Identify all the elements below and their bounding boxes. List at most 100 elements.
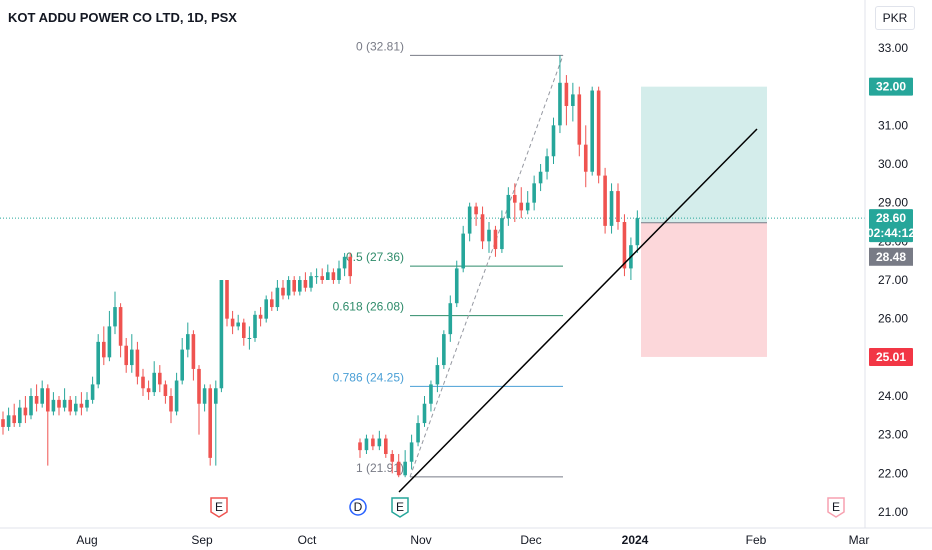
candle	[364, 434, 369, 454]
candle-body	[309, 276, 313, 288]
candle	[18, 399, 22, 427]
event-marker-earnings-red[interactable]: E	[210, 497, 228, 518]
candle	[135, 341, 140, 385]
candle-body	[275, 287, 280, 308]
candle-body	[118, 307, 123, 346]
event-marker-earnings-future[interactable]: E	[827, 497, 845, 518]
time-tick-label: Oct	[298, 533, 317, 547]
candle	[292, 276, 296, 296]
time-tick-label: Feb	[746, 533, 767, 547]
candle	[506, 187, 511, 226]
candle-body	[435, 365, 440, 385]
candle-body	[493, 229, 498, 250]
candle-body	[169, 396, 173, 412]
candle	[467, 202, 472, 242]
candle-body	[364, 438, 369, 451]
stop-price-label-text: 25.01	[876, 350, 906, 364]
candle	[174, 372, 179, 416]
candle	[396, 454, 401, 478]
candle	[107, 310, 112, 362]
candle	[564, 75, 569, 126]
candle	[577, 86, 582, 157]
candle	[219, 280, 224, 393]
candle-body	[603, 175, 607, 226]
candle-body	[46, 388, 50, 412]
candle-body	[29, 396, 33, 416]
time-tick-label: Sep	[191, 533, 213, 547]
candle	[12, 403, 16, 427]
candle	[180, 338, 184, 385]
candle-body	[590, 90, 594, 172]
price-tick-label: 29.00	[878, 196, 908, 210]
candle	[158, 365, 162, 393]
candle	[545, 148, 549, 180]
candle-body	[208, 388, 212, 458]
time-axis[interactable]: Aug Sep Oct Nov Dec 2024 Feb Mar	[0, 527, 932, 547]
candle-body	[247, 338, 252, 339]
candle-body	[583, 144, 588, 172]
event-marker-dividend[interactable]: D	[349, 498, 367, 516]
stop-price-label: 25.01	[869, 347, 913, 366]
event-marker-earnings-green[interactable]: E	[391, 497, 409, 518]
candle-body	[474, 206, 478, 215]
candle	[525, 191, 530, 215]
trendline-drawings[interactable]	[398, 128, 758, 493]
stop-price-label-bg	[869, 347, 913, 366]
candle	[635, 210, 640, 253]
candle-body	[377, 438, 382, 447]
candle-body	[62, 399, 67, 408]
currency-button[interactable]: PKR	[875, 6, 915, 30]
price-tick-label: 33.00	[878, 41, 908, 55]
candle	[603, 167, 607, 234]
candle	[214, 380, 218, 466]
long-position-tool[interactable]	[0, 86, 865, 357]
fibonacci-retracement[interactable]: 0 (32.81) 0.5 (27.36) 0.618 (26.08) 0.786 (…	[333, 39, 564, 478]
candle-body	[596, 90, 601, 176]
earnings-marker-shape	[391, 497, 409, 518]
candle-body	[286, 280, 291, 296]
candle	[34, 384, 39, 412]
candle-body	[57, 399, 61, 408]
time-tick-label: Aug	[76, 533, 97, 547]
candle-body	[506, 194, 511, 219]
candle	[384, 434, 388, 458]
dividend-marker-shape	[349, 498, 367, 516]
candle-body	[326, 272, 330, 280]
candle	[270, 291, 274, 311]
candle	[622, 214, 627, 277]
position-loss-zone[interactable]	[641, 222, 767, 357]
candle	[141, 368, 145, 396]
candle-body	[396, 461, 401, 476]
candle	[314, 268, 319, 284]
time-tick-label: Nov	[410, 533, 431, 547]
candle-body	[348, 256, 352, 277]
candle-body	[107, 326, 112, 358]
candle-body	[609, 191, 614, 226]
trendline[interactable]	[398, 128, 758, 493]
candle	[371, 434, 375, 451]
candle-body	[163, 384, 168, 396]
candle	[320, 268, 324, 284]
candle	[74, 396, 78, 416]
candle-body	[74, 403, 78, 412]
candle	[230, 310, 235, 335]
candle	[616, 183, 620, 230]
candle	[29, 388, 33, 420]
candle	[225, 280, 229, 327]
candle	[96, 334, 100, 389]
candle	[358, 438, 362, 458]
candlestick-series	[1, 55, 640, 478]
candle	[79, 392, 84, 416]
candle	[448, 295, 453, 342]
candle	[113, 291, 117, 335]
candle	[286, 276, 291, 300]
candle-body	[191, 334, 196, 369]
candle-body	[551, 125, 556, 157]
candle-body	[461, 233, 465, 269]
candle-body	[422, 403, 427, 424]
candle	[422, 396, 427, 427]
position-profit-zone[interactable]	[641, 86, 767, 223]
candle-body	[467, 206, 472, 234]
